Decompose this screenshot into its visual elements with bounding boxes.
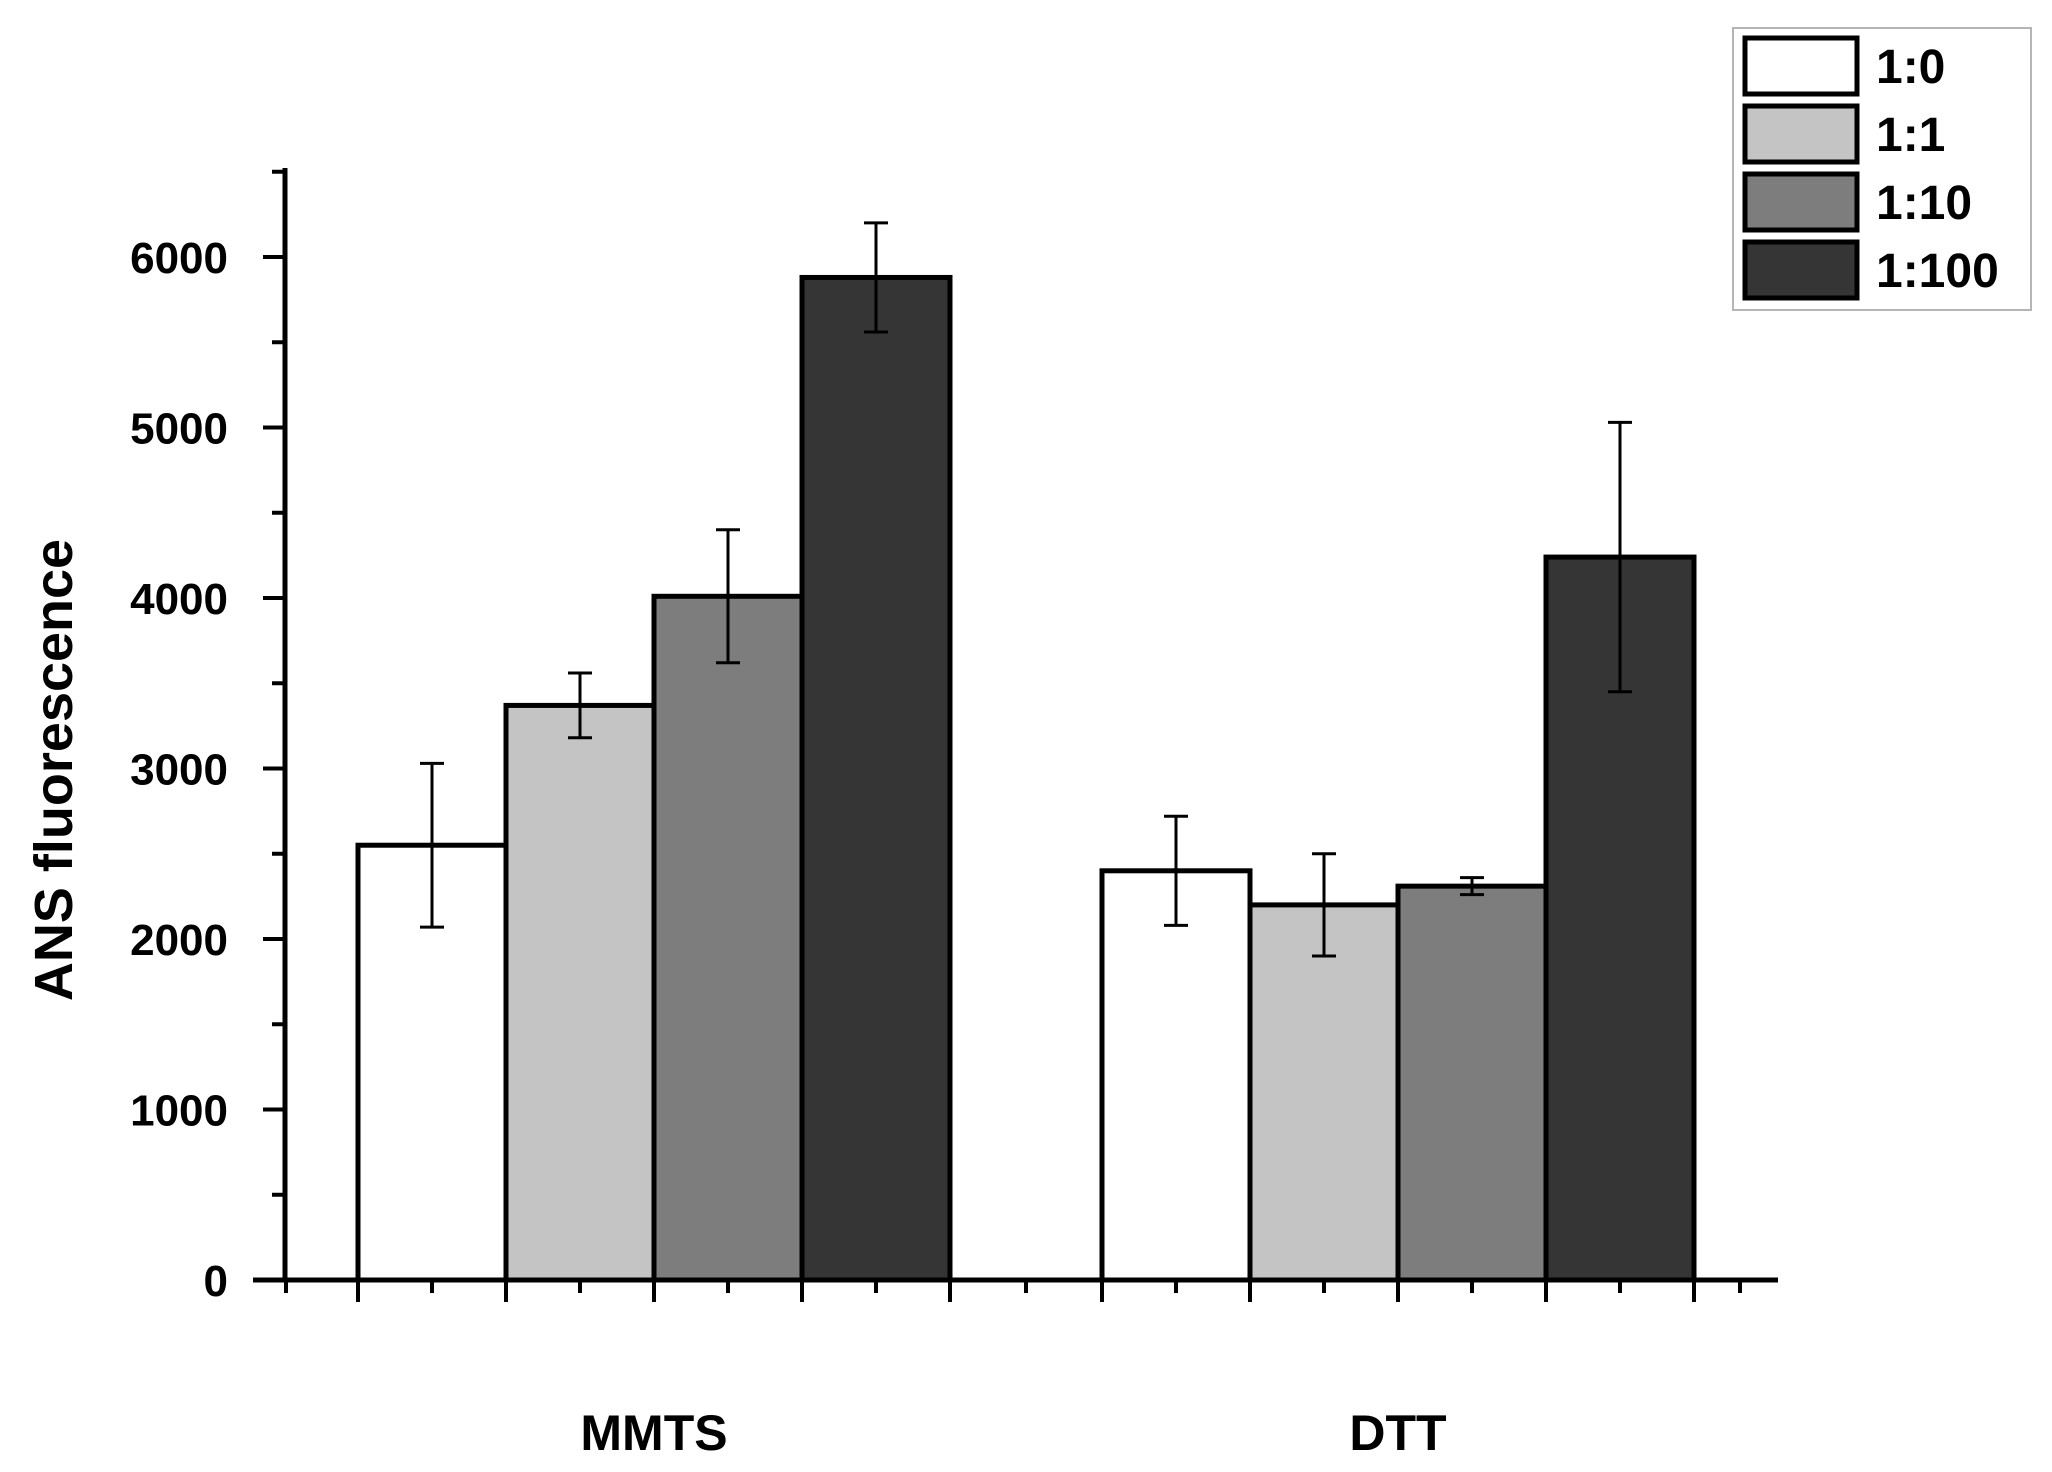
- error-bars-layer: [420, 221, 1632, 958]
- bar-mmts-1-10: [651, 593, 805, 1283]
- legend-swatch: [1742, 171, 1860, 233]
- legend-swatch: [1742, 35, 1860, 97]
- y-tick-label-2000: 2000: [130, 916, 228, 965]
- category-labels: MMTS DTT: [580, 1405, 1446, 1461]
- error-bar-dtt-1-1: [1312, 852, 1336, 958]
- legend-item-1-10: 1:10: [1742, 171, 1972, 233]
- error-bar-dtt-1-100: [1608, 420, 1632, 694]
- legend-item-1-0: 1:0: [1742, 35, 1945, 97]
- y-tick-label-0: 0: [204, 1257, 228, 1306]
- category-label-mmts: MMTS: [580, 1405, 727, 1461]
- y-tick-label-5000: 5000: [130, 405, 228, 454]
- bar-dtt-1-0: [1099, 868, 1253, 1283]
- y-tick-label-4000: 4000: [130, 575, 228, 624]
- error-bar-dtt-1-10: [1460, 876, 1484, 897]
- bar-dtt-1-1: [1247, 902, 1401, 1283]
- error-bar-mmts-1-10: [716, 528, 740, 665]
- legend-item-1-1: 1:1: [1742, 103, 1945, 165]
- legend-label: 1:10: [1876, 177, 1972, 230]
- error-bar-dtt-1-0: [1164, 814, 1188, 927]
- y-axis-label: ANS fluorescence: [24, 539, 84, 1001]
- category-label-dtt: DTT: [1349, 1405, 1446, 1461]
- bar-mmts-1-1: [503, 702, 657, 1283]
- bar-mmts-1-100: [799, 274, 953, 1283]
- legend-item-1-100: 1:100: [1742, 239, 1999, 301]
- y-tick-label-6000: 6000: [130, 234, 228, 283]
- x-ticks-layer: [284, 1280, 1742, 1302]
- y-tick-label-1000: 1000: [130, 1087, 228, 1136]
- legend-swatch: [1742, 239, 1860, 301]
- error-bar-mmts-1-100: [864, 221, 888, 334]
- bar-dtt-1-10: [1395, 883, 1549, 1283]
- legend-label: 1:0: [1876, 41, 1945, 94]
- error-bar-mmts-1-1: [568, 671, 592, 740]
- legend-swatch: [1742, 103, 1860, 165]
- y-ticks-layer: 0 1000 2000 3000 4000 5000 6000: [130, 169, 285, 1306]
- legend-label: 1:100: [1876, 245, 1999, 298]
- legend-label: 1:1: [1876, 109, 1945, 162]
- bars-layer: [355, 274, 1697, 1283]
- legend: 1:0 1:1 1:10 1:100: [1732, 27, 2032, 311]
- y-tick-label-3000: 3000: [130, 746, 228, 795]
- error-bar-mmts-1-0: [420, 761, 444, 929]
